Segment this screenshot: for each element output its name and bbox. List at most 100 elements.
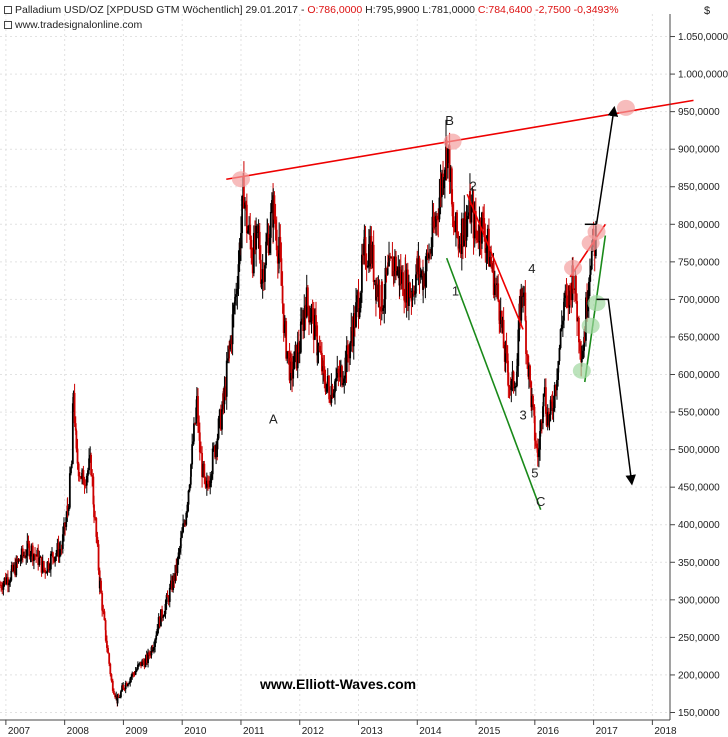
candle-body (564, 290, 567, 299)
candle-body (19, 560, 22, 562)
candle-body (53, 557, 55, 562)
candle-body (478, 220, 481, 243)
candle-body (439, 179, 442, 197)
candle-body (567, 296, 570, 308)
candle-body (16, 558, 19, 563)
candle-body (558, 347, 561, 362)
watermark: www.Elliott-Waves.com (260, 676, 417, 692)
candle-body (576, 301, 578, 322)
candle-body (381, 281, 383, 311)
candle-body (10, 564, 13, 571)
candle-body (505, 344, 508, 354)
candle-body (262, 269, 265, 282)
y-tick-label: 250,0000 (678, 633, 720, 644)
candle-body (18, 559, 21, 561)
candle-body (51, 552, 53, 554)
candle-body (252, 232, 255, 274)
candle-body (575, 275, 577, 302)
y-tick-label: 750,0000 (678, 257, 720, 268)
candle-body (118, 697, 121, 699)
y-tick-label: 200,0000 (678, 670, 720, 681)
axes: 150,0000 200,0000 250,0000 300,0000 350,0000… (0, 14, 728, 737)
candle-body (154, 639, 156, 647)
candle-series (0, 119, 597, 707)
candle-body (453, 227, 456, 233)
y-tick-label: 600,0000 (678, 370, 720, 381)
candle-body (225, 360, 228, 397)
candle-body (337, 368, 340, 373)
candle-body (20, 548, 23, 561)
candle-body (23, 555, 25, 557)
y-tick-label: 400,0000 (678, 520, 720, 531)
candle-body (276, 250, 279, 264)
candle-body (462, 218, 464, 247)
candle-body (322, 360, 325, 367)
candle-body (569, 285, 571, 291)
candle-body (66, 505, 69, 511)
y-tick-label: 450,0000 (678, 483, 720, 494)
candle-body (542, 406, 544, 424)
candle-body (67, 507, 70, 511)
candle-body (11, 564, 14, 571)
candle-body (464, 212, 467, 241)
candle-body (399, 269, 402, 284)
candle-body (552, 408, 555, 411)
candle-body (445, 139, 448, 169)
candle-body (210, 474, 213, 479)
candle-body (525, 320, 527, 355)
candle-body (484, 237, 487, 253)
candle-body (269, 212, 272, 238)
candle-body (110, 674, 113, 681)
candle-body (449, 168, 452, 182)
candle-body (124, 682, 127, 690)
wave-label: 3 (519, 408, 526, 423)
candle-body (138, 663, 140, 665)
candle-body (338, 372, 341, 378)
candle-body (355, 302, 357, 327)
candle-body (162, 616, 165, 618)
candle-body (216, 438, 219, 450)
candle-body (470, 205, 473, 223)
candle-body (557, 372, 560, 380)
candle-body (332, 393, 335, 398)
candle-body (485, 248, 488, 253)
candle-body (197, 396, 199, 426)
candle-body (546, 411, 549, 426)
red-highlight-marker (231, 171, 250, 188)
candle-body (299, 321, 302, 353)
candle-body (266, 234, 269, 236)
candle-body (560, 324, 563, 330)
candle-body (563, 298, 566, 302)
x-tick-label: 2013 (361, 726, 384, 737)
candle-body (352, 313, 355, 347)
candle-body (36, 549, 39, 557)
candle-body (182, 523, 184, 533)
candle-body (492, 263, 495, 295)
candle-body (204, 477, 207, 484)
chart-icon (4, 6, 12, 15)
y-tick-label: 300,0000 (678, 595, 720, 606)
candle-body (292, 369, 295, 379)
candle-body (396, 270, 399, 276)
candle-body (245, 202, 248, 205)
candle-body (80, 476, 82, 479)
candle-body (309, 320, 312, 323)
candle-body (185, 512, 188, 525)
candle-body (125, 682, 128, 686)
candle-body (533, 415, 536, 441)
candle-body (108, 653, 111, 664)
candle-body (65, 517, 68, 527)
candle-body (363, 237, 366, 240)
candle-body (97, 544, 100, 571)
y-tick-label: 700,0000 (678, 295, 720, 306)
candle-body (234, 296, 236, 302)
candle-body (441, 173, 443, 197)
candle-body (536, 446, 538, 448)
candle-body (339, 366, 342, 369)
candle-body (192, 441, 195, 445)
candle-body (3, 577, 6, 584)
candle-body (37, 549, 40, 565)
candle-body (171, 580, 173, 590)
red-highlight-marker (564, 259, 583, 276)
